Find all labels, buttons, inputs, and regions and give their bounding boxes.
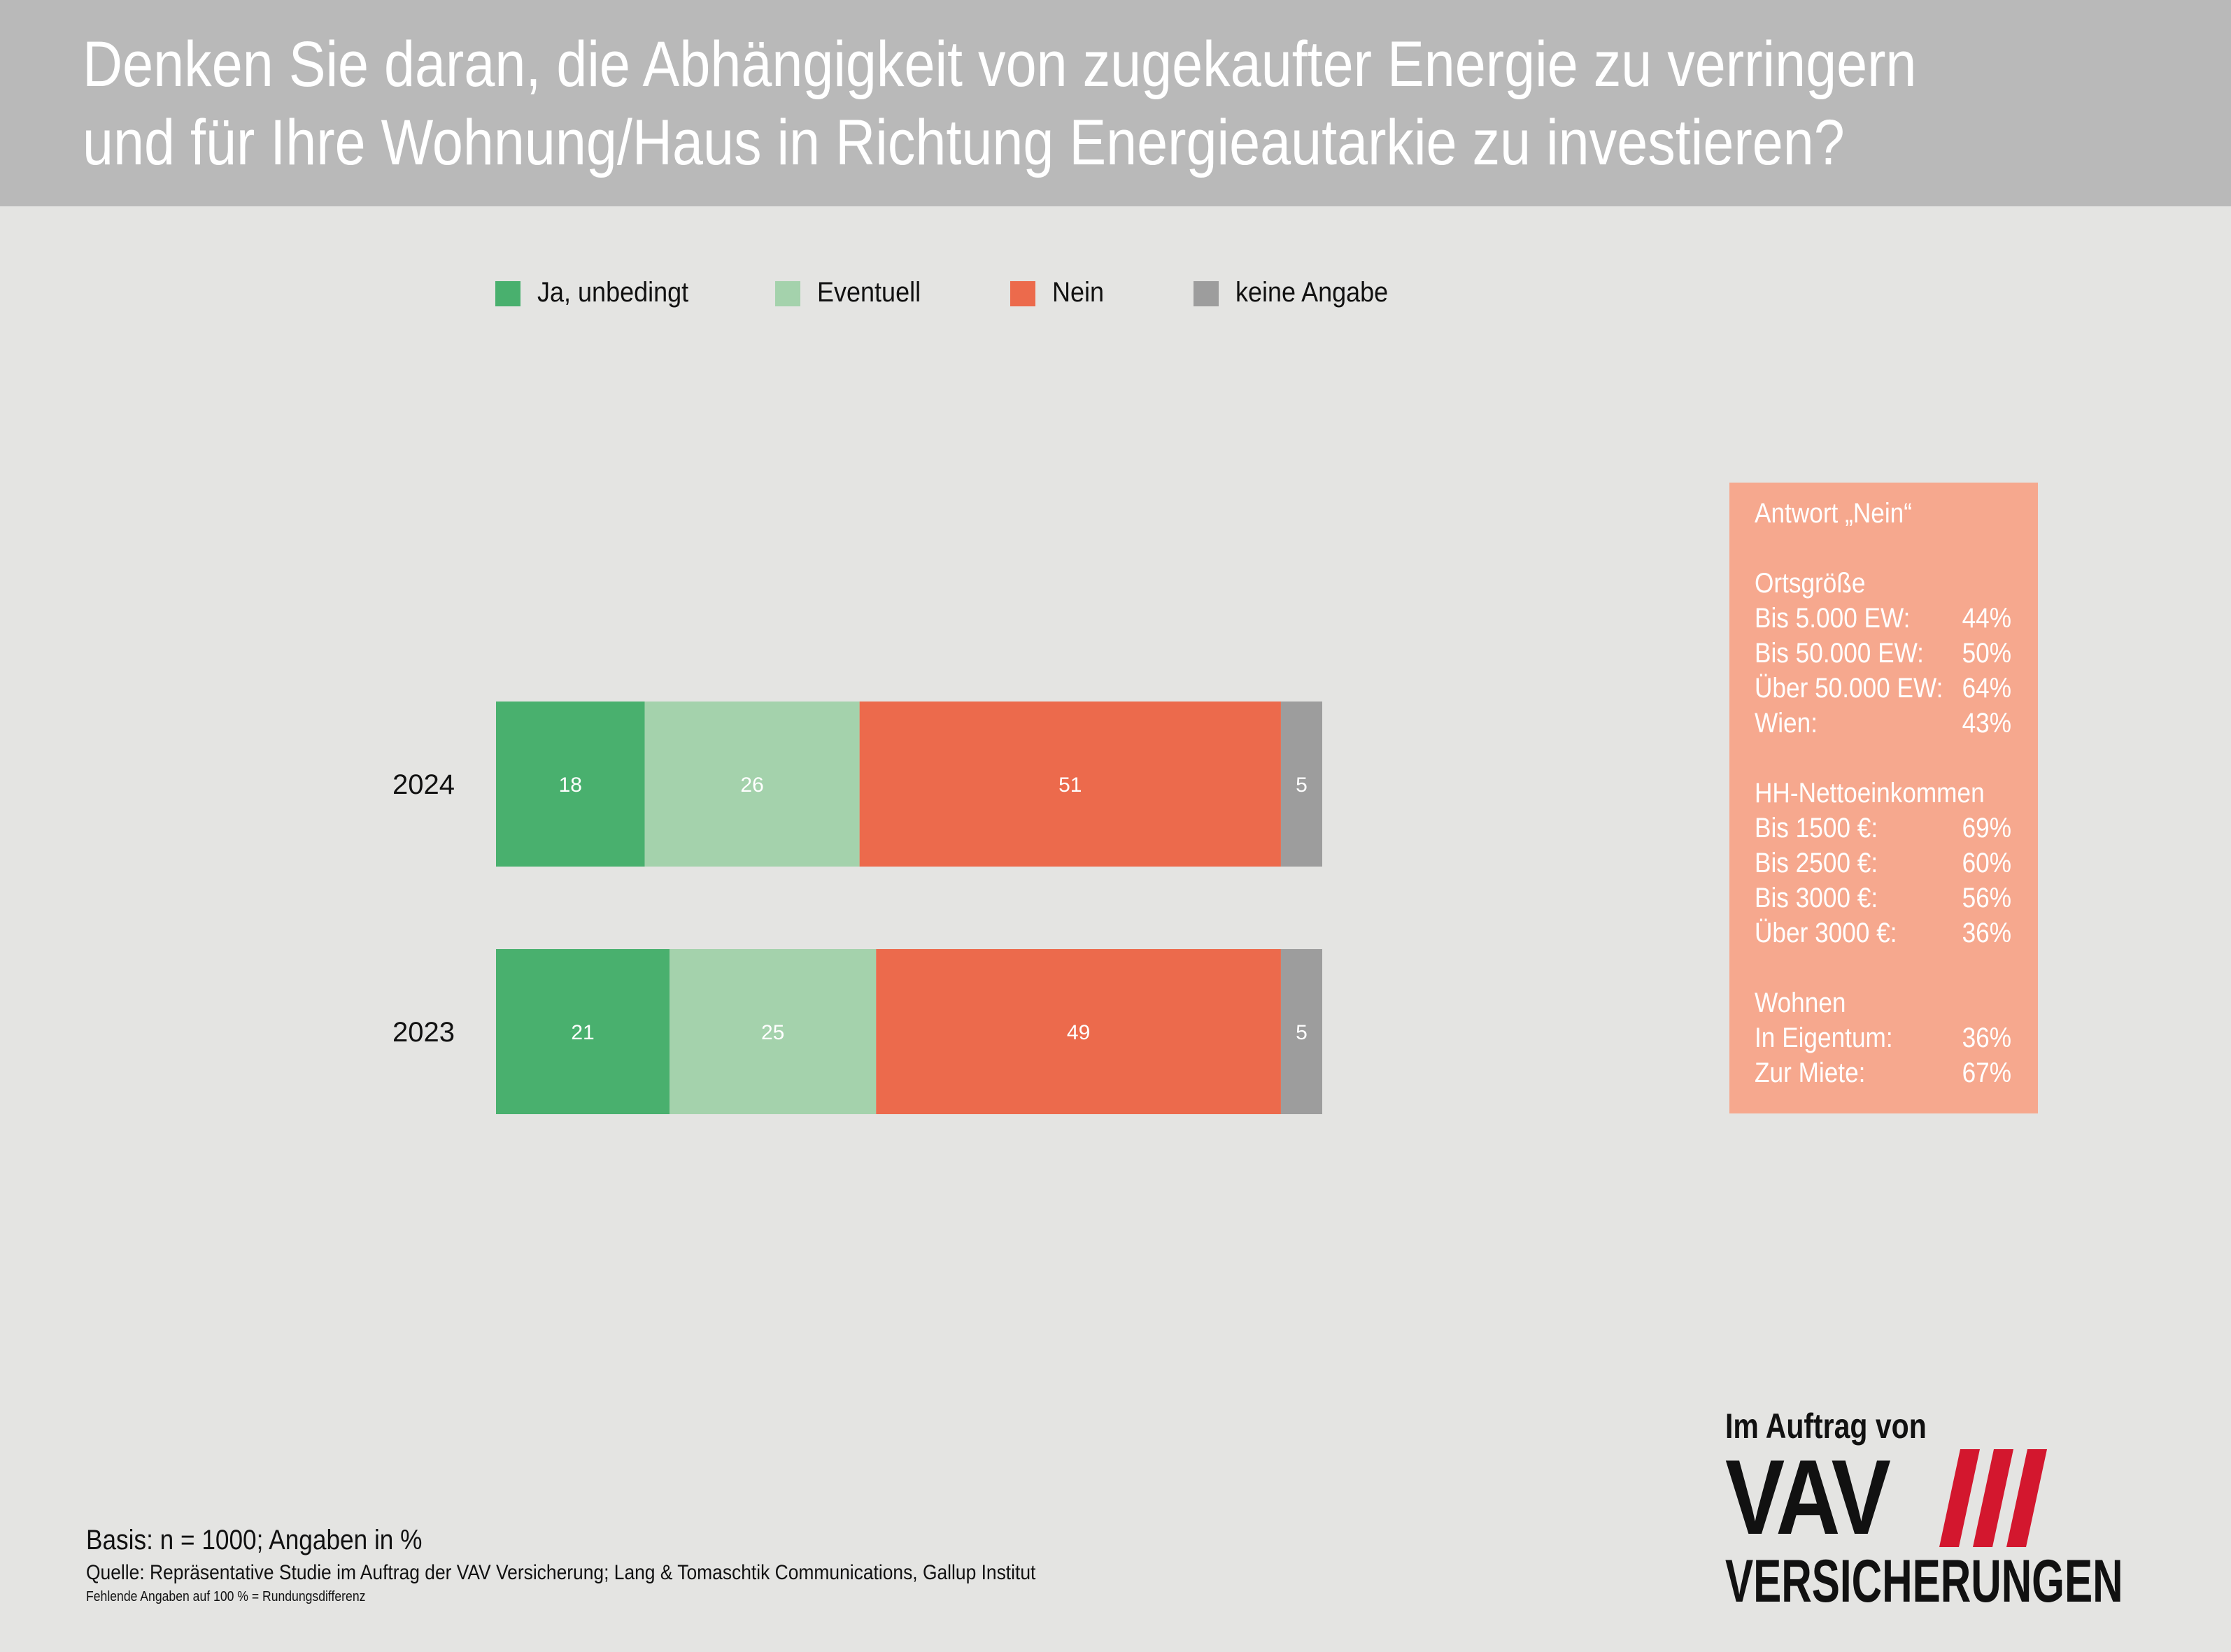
data-label-2024-1: 26 — [740, 774, 763, 797]
legend-swatch-eventuell — [775, 281, 800, 306]
legend-label-eventuell: Eventuell — [817, 277, 921, 308]
logo-brand: VAV — [1725, 1438, 1891, 1557]
row-value: 69% — [1962, 813, 2011, 843]
title-line-1: Denken Sie daran, die Abhängigkeit von z… — [83, 29, 1917, 100]
data-label-2024-3: 5 — [1296, 774, 1308, 797]
row-value: 44% — [1962, 603, 2011, 634]
bar-segment-2023-2 — [876, 949, 1281, 1114]
row-label: Bis 5.000 EW: — [1755, 603, 1911, 634]
header-banner: Denken Sie daran, die Abhängigkeit von z… — [0, 0, 2231, 206]
row-value: 67% — [1962, 1058, 2011, 1088]
data-label-2023-3: 5 — [1296, 1021, 1308, 1044]
row-value: 64% — [1962, 673, 2011, 704]
page-title: Denken Sie daran, die Abhängigkeit von z… — [83, 25, 1917, 182]
row-label: Über 50.000 EW: — [1755, 673, 1943, 704]
footer-note: Fehlende Angaben auf 100 % = Rundungsdif… — [86, 1589, 366, 1604]
data-label-2024-0: 18 — [559, 774, 582, 797]
data-label-2023-1: 25 — [761, 1021, 784, 1044]
footer-source: Quelle: Repräsentative Studie im Auftrag… — [86, 1561, 1036, 1584]
nein-box-title: Antwort „Nein“ — [1755, 498, 1912, 529]
row-value: 43% — [1962, 708, 2011, 739]
row-label: Über 3000 €: — [1755, 918, 1897, 948]
category-label-2023: 2023 — [392, 1017, 455, 1048]
logo-stripe — [1939, 1449, 1980, 1547]
bar-segment-2024-1 — [644, 702, 860, 867]
data-label-2024-2: 51 — [1058, 774, 1082, 797]
row-label: Wien: — [1755, 708, 1818, 739]
group-heading-wohnen: Wohnen — [1755, 988, 1846, 1018]
row-value: 36% — [1962, 918, 2011, 948]
logo-tagline: Im Auftrag von — [1725, 1407, 1927, 1446]
bar-segment-2023-1 — [670, 949, 877, 1114]
row-label: Zur Miete: — [1755, 1058, 1866, 1088]
row-label: In Eigentum: — [1755, 1023, 1893, 1053]
legend-swatch-keine-angabe — [1194, 281, 1219, 306]
bar-segment-2024-2 — [859, 702, 1281, 867]
legend-label-nein: Nein — [1052, 277, 1105, 308]
logo-stripes-icon — [1939, 1449, 2047, 1547]
logo-stripe — [2006, 1449, 2047, 1547]
logo-subline: VERSICHERUNGEN — [1725, 1548, 2123, 1615]
row-value: 56% — [1962, 883, 2011, 913]
bar-segment-2023-3 — [1280, 949, 1322, 1114]
group-heading-ortsgroesse: Ortsgröße — [1755, 568, 1866, 599]
vav-logo: Im Auftrag von VAV VERSICHERUNGEN — [1725, 1406, 2187, 1616]
row-label: Bis 1500 €: — [1755, 813, 1878, 843]
bar-segment-2024-0 — [496, 702, 645, 867]
nein-breakdown-box: Antwort „Nein“ Ortsgröße Bis 5.000 EW: 4… — [1729, 483, 2038, 1113]
group-heading-einkommen: HH-Nettoeinkommen — [1755, 778, 1985, 809]
category-label-2024: 2024 — [392, 769, 455, 800]
bar-segment-2023-0 — [496, 949, 670, 1114]
legend-swatch-nein — [1010, 281, 1035, 306]
data-label-2023-0: 21 — [571, 1021, 594, 1044]
title-line-2: und für Ihre Wohnung/Haus in Richtung En… — [83, 107, 1845, 178]
bar-segment-2024-3 — [1280, 702, 1322, 867]
legend-label-keine-angabe: keine Angabe — [1235, 277, 1389, 308]
logo-stripe — [1973, 1449, 2013, 1547]
row-label: Bis 2500 €: — [1755, 848, 1878, 878]
row-label: Bis 50.000 EW: — [1755, 638, 1924, 669]
row-label: Bis 3000 €: — [1755, 883, 1878, 913]
legend-label-ja-unbedingt: Ja, unbedingt — [537, 277, 689, 308]
footer-basis: Basis: n = 1000; Angaben in % — [86, 1525, 423, 1555]
data-label-2023-2: 49 — [1067, 1021, 1090, 1044]
row-value: 50% — [1962, 638, 2011, 669]
row-value: 60% — [1962, 848, 2011, 878]
row-value: 36% — [1962, 1023, 2011, 1053]
legend-swatch-ja-unbedingt — [495, 281, 520, 306]
